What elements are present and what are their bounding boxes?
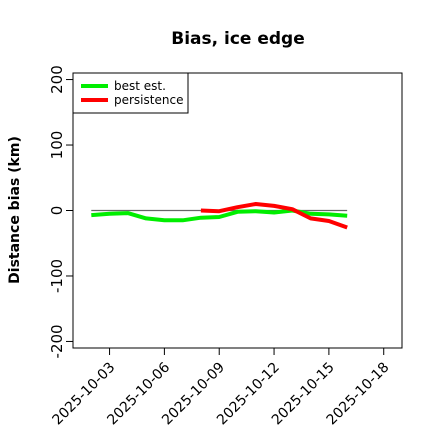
y-axis-label: Distance bias (km) (7, 136, 23, 284)
plot-area: -200-10001002002025-10-032025-10-062025-… (48, 65, 403, 428)
chart-title: Bias, ice edge (171, 29, 305, 49)
legend-label: best est. (114, 79, 166, 93)
series-line-best-est (91, 208, 348, 223)
y-tick-label: 0 (48, 206, 66, 216)
y-tick-label: 100 (48, 131, 66, 160)
y-tick-label: 200 (48, 65, 66, 94)
series-line-persistence (200, 202, 348, 230)
y-tick-label: -200 (48, 324, 66, 358)
legend-box (72, 72, 189, 114)
y-tick-label: -100 (48, 259, 66, 293)
legend-label: persistence (114, 93, 183, 107)
